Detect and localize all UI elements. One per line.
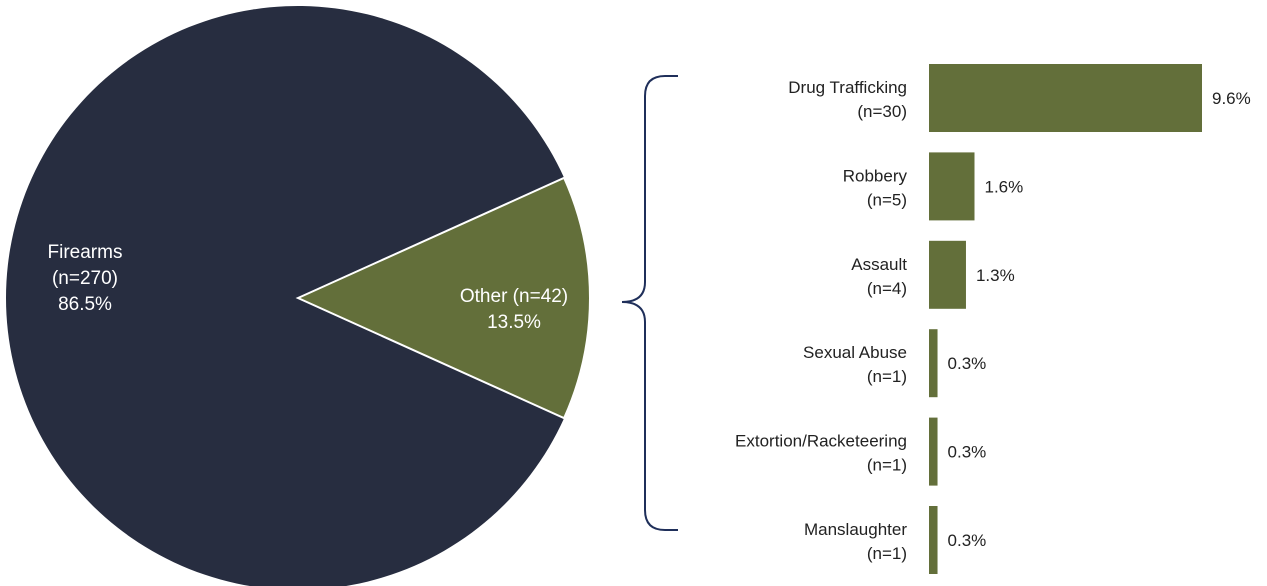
pie-label-firearms-name: Firearms bbox=[48, 242, 123, 263]
bar-category-label: Manslaughter bbox=[804, 520, 907, 539]
bar-value-label: 1.3% bbox=[976, 266, 1015, 285]
bar-category-label: Extortion/Racketeering bbox=[735, 432, 907, 451]
bar-category-label: Sexual Abuse bbox=[803, 343, 907, 362]
bar-count-label: (n=4) bbox=[867, 279, 907, 298]
bar-chart: Drug Trafficking (n=30) 9.6% Robbery (n=5) 1.… bbox=[735, 64, 1251, 574]
bar-manslaughter bbox=[929, 506, 938, 574]
bar-category-label: Robbery bbox=[843, 166, 908, 185]
bar-category-label: Drug Trafficking bbox=[788, 78, 907, 97]
bar-value-label: 1.6% bbox=[985, 177, 1024, 196]
bar-value-label: 0.3% bbox=[948, 443, 987, 462]
bar-value-label: 0.3% bbox=[948, 354, 987, 373]
bar-count-label: (n=1) bbox=[867, 456, 907, 475]
bar-extortion-racketeering bbox=[929, 417, 938, 486]
pie-chart: Firearms (n=270) 86.5% Other (n=42) 13.5… bbox=[6, 6, 591, 586]
bar-drug-trafficking bbox=[929, 64, 1202, 132]
bar-robbery bbox=[929, 152, 975, 221]
bar-count-label: (n=5) bbox=[867, 190, 907, 209]
pie-slice-other bbox=[295, 176, 591, 420]
pie-label-firearms-pct: 86.5% bbox=[58, 294, 112, 315]
pie-label-other-name: Other (n=42) bbox=[460, 286, 568, 307]
pie-label-other-pct: 13.5% bbox=[487, 312, 541, 333]
bar-category-label: Assault bbox=[851, 255, 907, 274]
bar-count-label: (n=30) bbox=[857, 102, 907, 121]
bar-count-label: (n=1) bbox=[867, 367, 907, 386]
pie-label-firearms-count: (n=270) bbox=[52, 268, 118, 289]
bar-count-label: (n=1) bbox=[867, 544, 907, 563]
bar-value-label: 0.3% bbox=[948, 531, 987, 550]
bracket-connector bbox=[621, 75, 678, 531]
pie-slice-firearms bbox=[6, 6, 565, 586]
bar-assault bbox=[929, 240, 966, 309]
bar-value-label: 9.6% bbox=[1212, 89, 1251, 108]
bar-sexual-abuse bbox=[929, 329, 938, 398]
